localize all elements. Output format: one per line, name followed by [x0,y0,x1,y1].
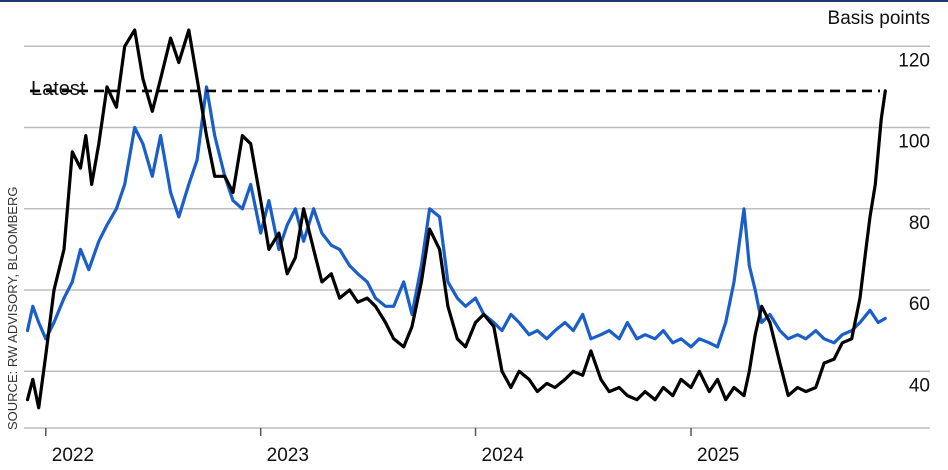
source-note: SOURCE: RW ADVISORY, BLOOMBERG [5,187,20,430]
x-tick-label: 2023 [267,445,309,466]
x-axis-ticks: 2022 2023 2024 2025 [45,428,739,466]
y-axis-unit-label: Basis points [828,8,930,29]
y-tick-label: 80 [909,213,930,234]
gridlines [24,45,930,429]
series-line-black [25,28,887,410]
latest-label: Latest [31,78,86,100]
reference-line-layer: Latest [30,78,880,100]
series-line-blue [25,85,887,349]
y-tick-label: 40 [909,375,930,396]
x-tick-label: 2024 [482,445,525,466]
y-axis-ticks: 40 60 80 100 120 [898,50,930,396]
series-layer [25,28,887,410]
y-tick-label: 100 [898,132,930,153]
y-tick-label: 120 [898,50,930,71]
x-tick-label: 2022 [52,445,94,466]
x-tick-label: 2025 [697,445,739,466]
y-tick-label: 60 [909,294,930,315]
